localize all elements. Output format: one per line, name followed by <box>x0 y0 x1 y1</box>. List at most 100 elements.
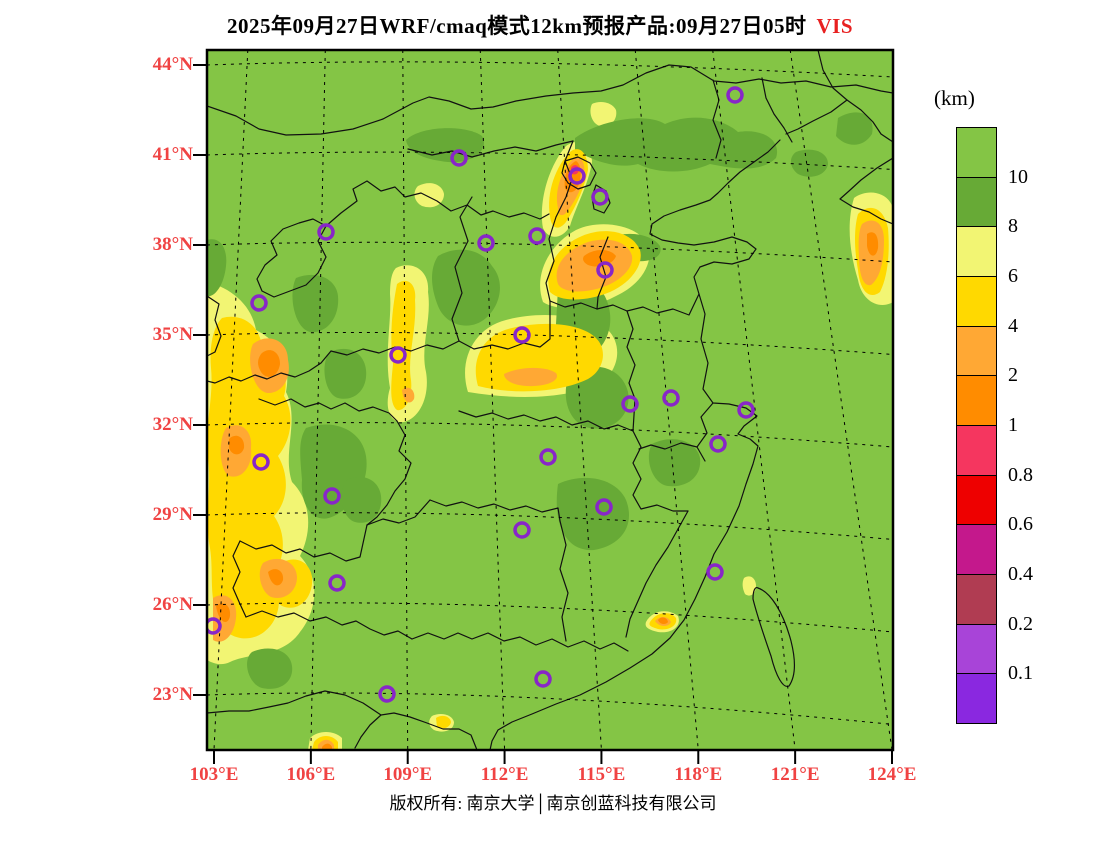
colorbar-cell <box>956 673 997 725</box>
lat-axis-label: 26°N <box>152 594 193 615</box>
lat-axis-label: 29°N <box>152 504 193 525</box>
grid-meridian <box>789 50 893 750</box>
grid-parallel <box>207 241 893 263</box>
colorbar-cell <box>956 176 997 228</box>
city-marker <box>389 346 407 364</box>
lat-axis-label: 23°N <box>152 684 193 705</box>
city-marker <box>596 261 614 279</box>
city-marker <box>662 389 680 407</box>
city-marker <box>317 223 335 241</box>
boundary-line <box>245 610 413 640</box>
lon-axis-label: 121°E <box>770 764 820 785</box>
visibility-patch <box>207 239 227 297</box>
visibility-patch <box>402 387 415 403</box>
visibility-patch <box>229 435 245 455</box>
boundary-line <box>489 139 781 750</box>
boundary-line <box>429 499 561 522</box>
colorbar-cell <box>956 127 997 178</box>
boundary-line <box>561 156 597 190</box>
visibility-patch <box>258 350 280 377</box>
colorbar-cell <box>956 325 997 377</box>
visibility-patch <box>575 117 778 172</box>
boundary-line <box>366 499 431 526</box>
city-marker <box>539 448 557 466</box>
colorbar-value-label: 2 <box>1008 364 1018 387</box>
boundary-line <box>839 157 893 225</box>
grid-parallel <box>207 151 893 170</box>
copyright-text: 版权所有: 南京大学│南京创蓝科技有限公司 <box>389 794 717 813</box>
colorbar-unit-label: (km) <box>934 86 975 110</box>
grid-parallel <box>207 602 893 633</box>
colorbar-value-label: 8 <box>1008 215 1018 238</box>
boundary-line <box>366 420 412 526</box>
page-title: 2025年09月27日WRF/cmaq模式12km预报产品:09月27日05时 V… <box>227 10 853 40</box>
visibility-patch <box>322 743 332 750</box>
colorbar-cell <box>956 425 997 476</box>
grid-meridian <box>213 50 249 750</box>
colorbar-value-label: 0.4 <box>1008 563 1033 586</box>
boundary-line <box>207 295 222 357</box>
boundary-line <box>625 510 689 638</box>
boundary-line <box>458 410 634 432</box>
grid-parallel <box>207 512 893 540</box>
boundary-line <box>458 300 551 350</box>
boundary-line <box>207 64 893 136</box>
boundary-line <box>411 632 629 652</box>
visibility-patch <box>836 112 873 145</box>
city-marker <box>528 227 546 245</box>
lon-axis-label: 118°E <box>674 764 723 785</box>
colorbar-cell <box>956 474 997 526</box>
grid-parallel <box>207 331 893 355</box>
city-marker <box>378 685 396 703</box>
visibility-patch <box>648 439 701 487</box>
boundary-line <box>632 430 689 512</box>
lat-axis-label: 38°N <box>152 234 193 255</box>
city-marker <box>706 563 724 581</box>
boundary-line <box>785 99 848 135</box>
city-marker <box>737 401 755 419</box>
visibility-patch <box>436 715 451 729</box>
colorbar-value-label: 0.2 <box>1008 612 1033 635</box>
lat-axis-label: 32°N <box>152 414 193 435</box>
city-marker <box>477 234 495 252</box>
visibility-patch <box>292 274 339 333</box>
city-marker <box>726 86 744 104</box>
visibility-patch <box>324 348 367 399</box>
city-marker <box>568 167 586 185</box>
visibility-patch <box>268 569 284 586</box>
grid-meridian <box>712 50 796 750</box>
city-marker <box>591 188 609 206</box>
city-marker <box>328 574 346 592</box>
visibility-patch <box>432 249 500 326</box>
grid-meridian <box>557 50 602 750</box>
boundary-line <box>752 586 796 687</box>
boundary-line <box>258 398 398 422</box>
lon-axis-label: 115°E <box>577 764 626 785</box>
boundary-line <box>407 140 574 158</box>
lon-axis-label: 109°E <box>383 764 433 785</box>
city-marker <box>621 395 639 413</box>
colorbar-value-label: 0.1 <box>1008 662 1033 685</box>
map-layers <box>207 50 893 750</box>
boundary-line <box>232 540 247 618</box>
colorbar-cell <box>956 226 997 277</box>
lon-axis-label: 103°E <box>189 764 239 785</box>
visibility-patch <box>565 366 629 429</box>
grid-parallel <box>207 692 893 725</box>
boundary-line <box>207 350 332 384</box>
city-marker <box>250 294 268 312</box>
colorbar-value-label: 0.6 <box>1008 513 1033 536</box>
colorbar-value-label: 1 <box>1008 414 1018 437</box>
boundary-line <box>761 77 793 143</box>
city-marker <box>709 435 727 453</box>
visibility-patch <box>391 280 416 411</box>
grid-parallel <box>207 61 893 78</box>
colorbar-cell <box>956 524 997 576</box>
city-marker <box>513 521 531 539</box>
map-background <box>207 50 893 750</box>
lat-axis-label: 41°N <box>152 144 193 165</box>
boundary-line <box>712 79 722 159</box>
lat-axis-label: 44°N <box>152 54 193 75</box>
